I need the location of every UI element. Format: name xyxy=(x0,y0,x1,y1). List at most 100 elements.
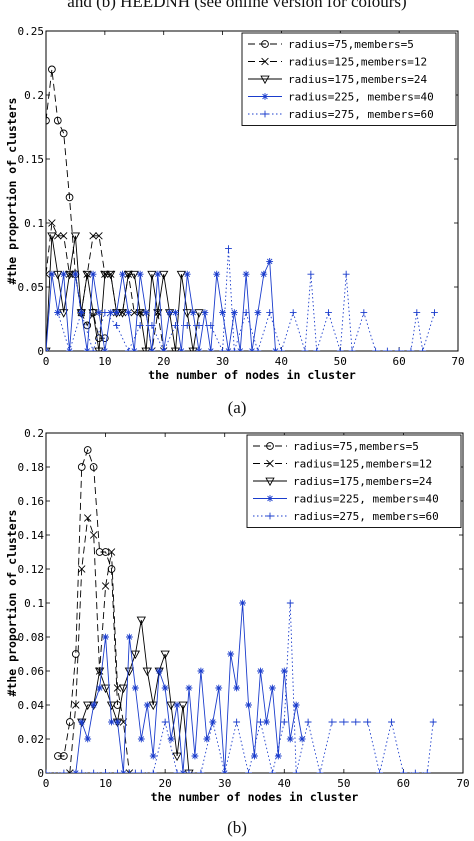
data-point xyxy=(172,322,179,329)
x-tick-label: 20 xyxy=(159,777,172,790)
data-point xyxy=(60,270,68,278)
data-point xyxy=(245,701,252,709)
data-point xyxy=(272,347,279,351)
data-point xyxy=(46,116,50,125)
data-point xyxy=(266,309,274,316)
data-point xyxy=(413,309,421,316)
data-point xyxy=(254,309,262,316)
data-point xyxy=(135,309,145,318)
data-point xyxy=(280,718,288,726)
data-point xyxy=(114,769,121,773)
data-point xyxy=(160,347,168,351)
data-point xyxy=(257,718,264,726)
data-point xyxy=(46,270,50,278)
data-point xyxy=(59,129,68,138)
chart-b: 0 10 20 30 40 50 60 70 0 0.02 0.04 0.06 0.08 0.1 0.12 0… xyxy=(5,427,470,804)
data-point xyxy=(280,667,288,675)
y-tick-label: 0 xyxy=(37,345,44,358)
y-tick-label: 0.14 xyxy=(18,529,45,542)
data-point xyxy=(84,735,92,743)
data-point xyxy=(242,309,250,316)
series-2 xyxy=(66,514,134,773)
data-point xyxy=(372,347,379,351)
data-point xyxy=(114,718,121,726)
data-point xyxy=(147,270,157,280)
data-point xyxy=(348,347,356,351)
data-point xyxy=(411,769,419,773)
data-point xyxy=(313,347,321,351)
y-tick-label: 0.16 xyxy=(18,495,45,508)
data-point xyxy=(251,752,258,760)
data-point xyxy=(117,309,128,318)
data-point xyxy=(137,769,145,773)
legend-label: radius=125,members=12 xyxy=(293,458,432,471)
data-point xyxy=(209,718,217,726)
figure-caption-header: and (b) HEEDNH (see online version for c… xyxy=(67,0,407,11)
panel-caption-b: (b) xyxy=(227,818,247,837)
data-point xyxy=(225,347,232,351)
data-point xyxy=(142,667,152,677)
data-point xyxy=(173,701,181,709)
data-point xyxy=(207,347,215,351)
data-point xyxy=(194,309,204,318)
data-point xyxy=(268,769,276,773)
data-point xyxy=(376,769,383,773)
data-point xyxy=(66,347,73,351)
data-point xyxy=(248,347,256,351)
data-point xyxy=(82,270,92,280)
series-4 xyxy=(72,599,306,773)
y-tick-label: 0.2 xyxy=(24,89,44,102)
legend-label: radius=175,members=24 xyxy=(288,73,427,86)
data-point xyxy=(148,701,158,711)
data-point xyxy=(286,735,294,743)
data-point xyxy=(96,684,104,692)
data-point xyxy=(101,334,109,343)
data-point xyxy=(101,309,109,316)
data-point xyxy=(278,347,285,351)
data-point xyxy=(95,548,104,556)
x-axis-label: the number of nodes in cluster xyxy=(148,368,356,382)
data-point xyxy=(183,322,191,329)
x-tick-label: 0 xyxy=(43,777,50,790)
data-point xyxy=(94,347,104,351)
data-point xyxy=(48,219,56,227)
x-tick-label: 60 xyxy=(397,777,410,790)
data-point xyxy=(136,270,144,278)
x-tick-label: 10 xyxy=(98,355,111,368)
data-point xyxy=(113,309,121,316)
data-point xyxy=(77,309,85,316)
data-point xyxy=(242,270,250,278)
data-point xyxy=(95,334,103,343)
series-line xyxy=(81,619,190,773)
y-tick-label: 0.18 xyxy=(18,461,45,474)
data-point xyxy=(107,309,115,316)
legend-label: radius=275, members=60 xyxy=(293,510,439,523)
data-point xyxy=(236,347,244,351)
data-point xyxy=(71,650,80,658)
x-tick-label: 70 xyxy=(456,777,469,790)
series-3 xyxy=(46,232,204,351)
data-point xyxy=(102,769,109,773)
x-tick-label: 30 xyxy=(218,777,231,790)
data-point xyxy=(66,769,74,773)
legend-marker xyxy=(266,442,274,450)
data-point xyxy=(118,684,129,694)
data-point xyxy=(95,309,103,316)
data-point xyxy=(102,633,109,641)
data-point xyxy=(301,347,309,351)
data-point xyxy=(65,718,74,726)
data-point xyxy=(166,309,173,316)
data-point xyxy=(388,718,395,726)
legend-marker xyxy=(261,93,269,100)
series-line xyxy=(46,261,276,351)
data-point xyxy=(161,718,169,726)
data-point xyxy=(83,446,92,454)
data-point xyxy=(142,309,150,316)
data-point xyxy=(178,701,188,711)
legend-marker xyxy=(260,75,270,85)
data-point xyxy=(90,769,98,773)
series-2 xyxy=(46,219,168,351)
legend-marker xyxy=(261,57,269,66)
data-point xyxy=(107,548,116,556)
y-axis-label: #the proportion of clusters xyxy=(5,98,19,285)
